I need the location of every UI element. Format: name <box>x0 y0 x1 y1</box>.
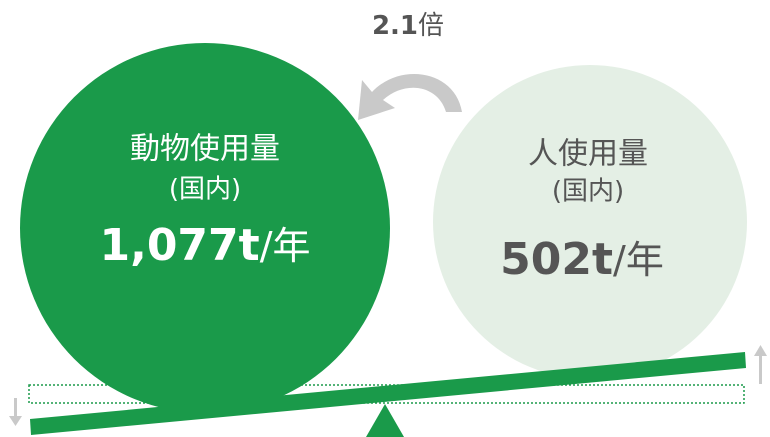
human-amount-value: 502t <box>500 234 613 285</box>
up-arrow <box>754 345 767 384</box>
animal-title: 動物使用量 <box>130 132 280 167</box>
seesaw-bar <box>30 352 746 435</box>
human-per: /年 <box>613 238 664 282</box>
animal-amount: 1,077t/年 <box>99 220 310 271</box>
animal-amount-value: 1,077t <box>99 220 259 271</box>
animal-circle <box>20 43 390 413</box>
curved-arrow <box>358 73 462 120</box>
animal-per: /年 <box>260 224 311 268</box>
ratio-unit: 倍 <box>418 11 444 41</box>
human-title: 人使用量 <box>528 137 648 172</box>
fulcrum <box>366 404 404 437</box>
human-amount: 502t/年 <box>500 234 664 285</box>
ratio-label: 2.1倍 <box>372 11 444 41</box>
ratio-number: 2.1 <box>372 11 418 41</box>
down-arrow <box>9 398 22 426</box>
level-outline <box>28 384 745 404</box>
human-circle <box>433 65 747 379</box>
animal-subtitle: (国内) <box>169 175 241 205</box>
human-subtitle: (国内) <box>552 177 624 207</box>
